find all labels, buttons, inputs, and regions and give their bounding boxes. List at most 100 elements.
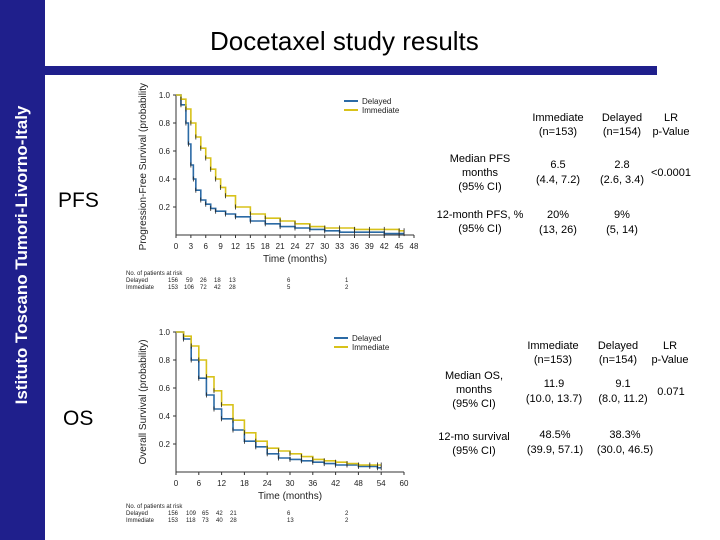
pfs-x-tick-label: 45	[395, 242, 404, 251]
pfs-y-axis-label: Progression-Free Survival (probability)	[138, 83, 149, 250]
pfs-row1-delayed-value: 2.8	[614, 159, 630, 171]
pfs-x-tick-label: 27	[305, 242, 314, 251]
pfs-row2-label-b: (95% CI)	[458, 223, 502, 235]
pfs-row1-label-c: (95% CI)	[458, 181, 502, 193]
os-risk-immediate-v1: 118	[186, 518, 196, 524]
pfs-risk-immediate-v3: 42	[214, 285, 221, 291]
pfs-row2-label-a: 12-month PFS, %	[436, 209, 524, 221]
pfs-row2-immediate-ci: (13, 26)	[539, 224, 577, 236]
os-risk-immediate-v3: 40	[216, 518, 223, 524]
pfs-y-tick-label: 0.4	[159, 175, 171, 184]
pfs-x-tick-label: 42	[380, 242, 389, 251]
os-row1-label-b: months	[455, 384, 493, 396]
pfs-risk-immediate-v5: 5	[287, 285, 291, 291]
pfs-x-tick-label: 39	[365, 242, 374, 251]
pfs-x-tick-label: 36	[350, 242, 359, 251]
pfs-row1-immediate: 6.5 (4.4, 7.2)	[528, 158, 588, 188]
os-col-delayed: Delayed (n=154)	[588, 339, 648, 367]
pfs-row2-delayed-ci: (5, 14)	[606, 224, 638, 236]
pfs-col-lr-title: LR	[663, 112, 679, 124]
pfs-row1-pvalue: <0.0001	[650, 167, 692, 179]
pfs-risk-label-delayed: Delayed	[126, 278, 149, 284]
os-x-tick-label: 18	[240, 479, 249, 488]
os-x-tick-label: 54	[377, 479, 386, 488]
pfs-risk-delayed-v3: 18	[214, 278, 221, 284]
pfs-legend-label-delayed: Delayed	[362, 97, 391, 106]
os-col-immediate-n: (n=153)	[533, 354, 573, 366]
os-y-tick-label: 1.0	[159, 328, 171, 337]
pfs-x-tick-label: 6	[204, 242, 209, 251]
pfs-risk-delayed-v4: 13	[229, 278, 236, 284]
os-row2-immediate: 48.5% (39.9, 57.1)	[518, 428, 592, 458]
pfs-x-tick-label: 48	[410, 242, 418, 251]
pfs-row2-immediate-value: 20%	[546, 209, 570, 221]
os-risk-immediate-v4: 28	[230, 518, 237, 524]
os-risk-label-immediate: Immediate	[126, 518, 155, 524]
pfs-x-tick-label: 24	[291, 242, 300, 251]
os-x-tick-label: 0	[174, 479, 179, 488]
os-x-tick-label: 12	[217, 479, 226, 488]
pfs-label: PFS	[58, 189, 99, 212]
pfs-risk-delayed-v6: 1	[345, 278, 349, 284]
institute-name: Istituto Toscano Tumori-Livorno-Italy	[12, 105, 31, 405]
pfs-row1-delayed: 2.8 (2.6, 3.4)	[590, 158, 654, 188]
pfs-row2-delayed-value: 9%	[614, 209, 630, 221]
pfs-row2-label: 12-month PFS, % (95% CI)	[428, 208, 532, 236]
os-legend-label-immediate: Immediate	[352, 343, 390, 352]
pfs-x-tick-label: 0	[174, 242, 179, 251]
pfs-x-tick-label: 33	[335, 242, 344, 251]
os-row1-label: Median OS, months (95% CI)	[434, 369, 514, 411]
pfs-col-lr: LR p-Value	[648, 111, 694, 139]
os-y-axis-label: Overall Survival (probability)	[138, 339, 149, 464]
os-row1-immediate: 11.9 (10.0, 13.7)	[518, 377, 590, 407]
os-x-axis-label: Time (months)	[258, 491, 322, 502]
pfs-row1-label: Median PFS months (95% CI)	[440, 152, 520, 194]
pfs-row1-immediate-ci: (4.4, 7.2)	[535, 174, 581, 186]
pfs-row1-immediate-value: 6.5	[550, 159, 566, 171]
pfs-legend-label-immediate: Immediate	[362, 106, 400, 115]
os-x-tick-label: 42	[331, 479, 340, 488]
os-risk-header: No. of patients at risk	[126, 504, 183, 510]
title-rule	[45, 66, 657, 75]
os-row1-immediate-ci: (10.0, 13.7)	[525, 393, 583, 405]
os-row1-delayed-ci: (8.0, 11.2)	[598, 393, 648, 405]
os-x-tick-label: 36	[308, 479, 317, 488]
os-col-pvalue: p-Value	[651, 354, 689, 366]
os-risk-delayed-v1: 109	[186, 511, 197, 517]
pfs-col-immediate-n: (n=153)	[538, 126, 578, 138]
pfs-row1-label-a: Median PFS	[449, 153, 511, 165]
pfs-row2-delayed: 9% (5, 14)	[590, 208, 654, 238]
pfs-y-tick-label: 0.2	[159, 203, 171, 212]
pfs-risk-delayed-v0: 156	[168, 278, 179, 284]
os-series-immediate	[176, 331, 382, 466]
pfs-risk-immediate-v1: 106	[184, 285, 195, 291]
os-label: OS	[63, 407, 94, 430]
pfs-risk-delayed-v5: 6	[287, 278, 291, 284]
os-row1-delayed: 9.1 (8.0, 11.2)	[588, 377, 658, 407]
pfs-row1-label-b: months	[461, 167, 499, 179]
os-row2-label: 12-mo survival (95% CI)	[424, 430, 524, 458]
os-row1-pvalue: 0.071	[657, 386, 685, 398]
os-risk-label-delayed: Delayed	[126, 511, 149, 517]
os-x-tick-label: 60	[400, 479, 409, 488]
os-risk-delayed-v2: 65	[202, 511, 209, 517]
os-row1-delayed-value: 9.1	[615, 378, 631, 390]
os-row2-delayed: 38.3% (30.0, 46.5)	[588, 428, 662, 458]
os-y-tick-label: 0.8	[159, 356, 171, 365]
pfs-series-immediate	[176, 94, 405, 232]
pfs-risk-delayed-v1: 59	[186, 278, 193, 284]
pfs-col-delayed-n: (n=154)	[602, 126, 642, 138]
os-col-immediate-title: Immediate	[527, 340, 579, 352]
pfs-x-tick-label: 9	[218, 242, 223, 251]
os-col-lr: LR p-Value	[646, 339, 694, 367]
os-row1-label-c: (95% CI)	[452, 398, 496, 410]
os-row2-delayed-ci: (30.0, 46.5)	[596, 444, 654, 456]
os-row2-delayed-value: 38.3%	[609, 429, 641, 441]
os-y-tick-label: 0.4	[159, 412, 171, 421]
os-x-tick-label: 6	[197, 479, 202, 488]
os-risk-immediate-v0: 153	[168, 518, 179, 524]
pfs-col-immediate: Immediate (n=153)	[528, 111, 588, 139]
sidebar-band	[0, 0, 45, 540]
os-x-tick-label: 30	[286, 479, 295, 488]
os-km-chart: 1.0 0.8 0.6 0.4 0.2 0 6 12 18 24 30 36 42 48 54 60 Time …	[138, 328, 409, 502]
